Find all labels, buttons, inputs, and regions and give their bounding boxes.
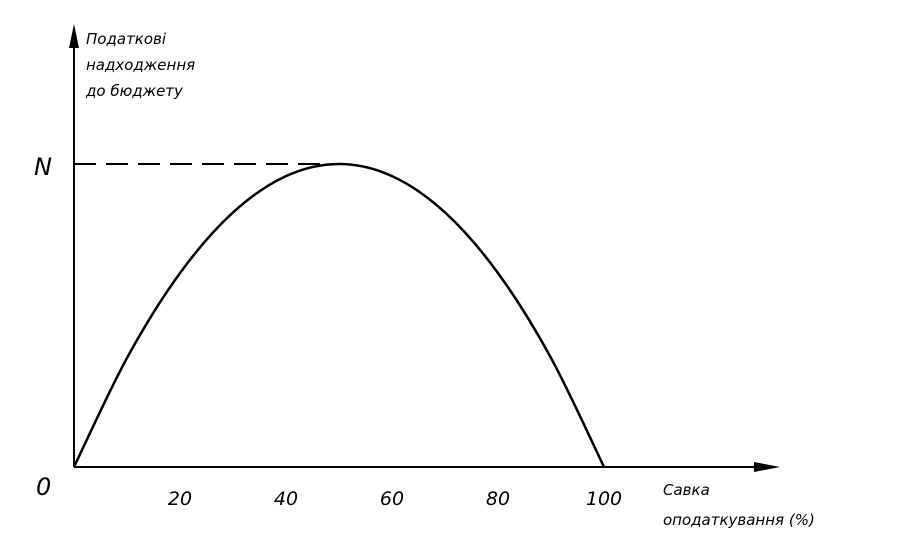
- x-tick-label: 100: [586, 488, 622, 510]
- y-axis-title-line-2: надходження: [86, 56, 195, 74]
- x-tick-labels: 20 40 60 80 100: [168, 488, 622, 510]
- x-axis-title-line-1: Савка: [663, 481, 710, 499]
- y-axis-title-line-3: до бюджету: [85, 82, 184, 100]
- axes: [69, 24, 780, 472]
- y-axis-title-line-1: Податкові: [86, 30, 167, 48]
- tax-revenue-curve: [72, 162, 606, 468]
- y-marker-label-n: N: [34, 153, 52, 181]
- y-axis-arrow: [69, 24, 79, 48]
- x-tick-label: 60: [380, 488, 404, 510]
- x-tick-label: 40: [274, 488, 298, 510]
- origin-label: 0: [36, 473, 51, 501]
- x-axis-title-line-2: оподаткування (%): [663, 511, 815, 529]
- plot-area: [72, 162, 606, 468]
- x-axis-arrow: [754, 462, 780, 472]
- x-tick-label: 80: [486, 488, 510, 510]
- x-tick-label: 20: [168, 488, 192, 510]
